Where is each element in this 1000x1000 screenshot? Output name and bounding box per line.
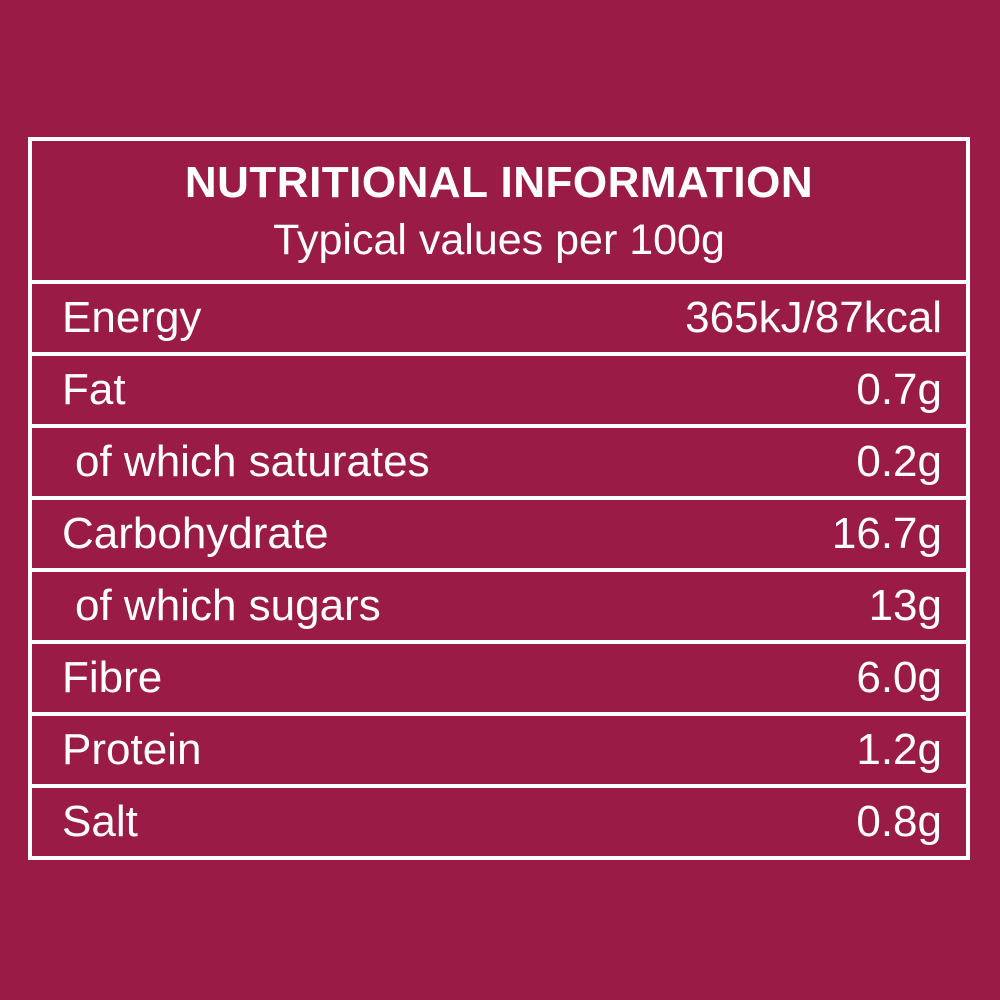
nutrition-header: NUTRITIONAL INFORMATION Typical values p… [32, 141, 966, 284]
nutrition-row-energy: Energy 365kJ/87kcal [32, 284, 966, 356]
nutrient-label: Salt [62, 797, 138, 846]
nutrient-value: 16.7g [831, 509, 942, 558]
nutrient-value: 0.2g [856, 437, 942, 486]
nutrition-panel: NUTRITIONAL INFORMATION Typical values p… [28, 137, 970, 860]
nutrient-label: Fat [62, 365, 126, 414]
nutrient-label: of which sugars [75, 581, 381, 630]
nutrition-row-fibre: Fibre 6.0g [32, 644, 966, 716]
panel-subtitle: Typical values per 100g [273, 215, 725, 264]
nutrition-row-fat: Fat 0.7g [32, 356, 966, 428]
nutrient-value: 13g [868, 581, 942, 630]
nutrient-value: 0.8g [856, 797, 942, 846]
nutrition-row-saturates: of which saturates 0.2g [32, 428, 966, 500]
nutrition-row-sugars: of which sugars 13g [32, 572, 966, 644]
nutrition-row-salt: Salt 0.8g [32, 788, 966, 856]
panel-title: NUTRITIONAL INFORMATION [184, 157, 814, 207]
nutrient-value: 365kJ/87kcal [685, 293, 942, 342]
nutrient-value: 0.7g [856, 365, 942, 414]
nutrition-row-carbohydrate: Carbohydrate 16.7g [32, 500, 966, 572]
nutrient-label: Fibre [62, 653, 163, 702]
nutrient-value: 1.2g [856, 725, 942, 774]
nutrition-row-protein: Protein 1.2g [32, 716, 966, 788]
nutrient-label: Protein [62, 725, 202, 774]
nutrient-label: of which saturates [75, 437, 430, 486]
nutrient-value: 6.0g [856, 653, 942, 702]
nutrient-label: Carbohydrate [62, 509, 329, 558]
nutrient-label: Energy [62, 293, 202, 342]
